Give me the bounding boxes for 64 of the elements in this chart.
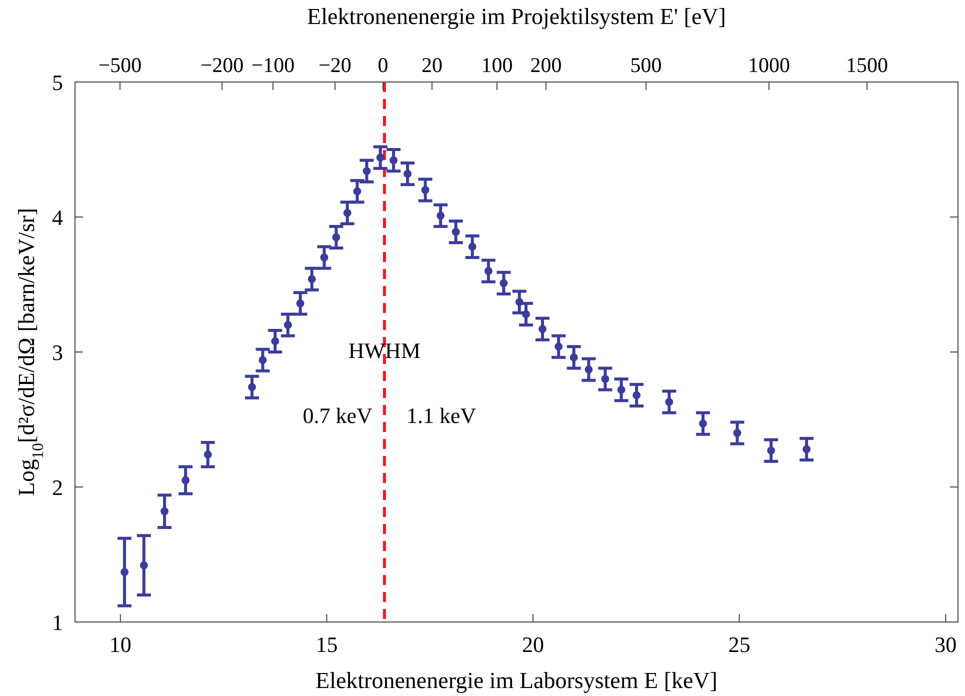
- text: −20: [318, 53, 352, 77]
- point: [733, 429, 742, 437]
- point: [421, 186, 430, 194]
- text: −100: [251, 53, 295, 77]
- text: 200: [530, 53, 562, 77]
- text: 0: [378, 53, 388, 77]
- text: −500: [98, 53, 142, 77]
- point: [632, 391, 641, 400]
- y-tick-label: 5: [52, 70, 63, 95]
- point: [308, 275, 316, 284]
- y-tick-label: 1: [52, 610, 63, 635]
- annotation: HWHM: [348, 338, 421, 363]
- y-tick-label: 4: [52, 205, 63, 230]
- point: [767, 446, 776, 455]
- point: [320, 254, 328, 262]
- point: [362, 167, 371, 176]
- point: [404, 170, 412, 178]
- y-tick-label: 2: [52, 475, 63, 500]
- point: [271, 337, 280, 346]
- point: [160, 507, 169, 516]
- x-tick-label: 15: [316, 632, 338, 657]
- text: 1000: [748, 53, 790, 77]
- point: [570, 353, 578, 362]
- point: [699, 420, 707, 428]
- point: [140, 561, 148, 570]
- text: 500: [630, 53, 662, 77]
- text: 1500: [846, 53, 888, 77]
- point: [204, 450, 212, 459]
- point: [484, 267, 492, 275]
- x-tick-label: 30: [934, 632, 957, 657]
- text: 100: [481, 53, 513, 77]
- point: [343, 208, 352, 217]
- point: [296, 299, 304, 308]
- point: [120, 568, 129, 576]
- point: [617, 386, 626, 394]
- text: 20: [422, 53, 442, 77]
- point: [802, 445, 811, 454]
- point: [538, 325, 546, 334]
- point: [522, 310, 530, 318]
- point: [554, 342, 563, 351]
- point: [452, 228, 460, 236]
- y-tick-label: 3: [52, 340, 63, 365]
- x2-axis-title: Elektronenenergie im Projektilsystem E' [eV]: [307, 4, 726, 29]
- point: [665, 398, 674, 406]
- point: [584, 366, 593, 374]
- point: [182, 476, 190, 484]
- annotation: 1.1 keV: [406, 403, 476, 428]
- annotation: 0.7 keV: [302, 403, 373, 428]
- point: [332, 233, 340, 242]
- x-axis-title: Elektronenenergie im Laborsystem E [keV]: [316, 668, 718, 693]
- point: [353, 187, 362, 196]
- x-tick-label: 20: [522, 632, 544, 657]
- point: [390, 156, 398, 164]
- point: [601, 375, 610, 383]
- point: [436, 212, 445, 220]
- point: [258, 356, 267, 364]
- point: [248, 383, 256, 392]
- point: [500, 279, 508, 288]
- x-tick-label: 10: [109, 632, 132, 657]
- point: [284, 321, 292, 329]
- point: [376, 154, 384, 162]
- text: −200: [200, 53, 244, 77]
- x-tick-label: 25: [728, 632, 750, 657]
- point: [468, 242, 476, 251]
